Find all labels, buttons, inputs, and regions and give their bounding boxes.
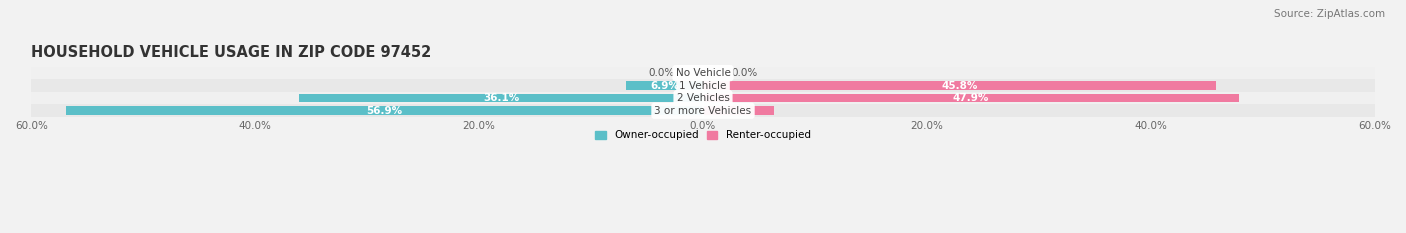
Text: 6.3%: 6.3% [724,106,752,116]
Text: 1 Vehicle: 1 Vehicle [679,81,727,91]
Text: 36.1%: 36.1% [482,93,519,103]
Text: HOUSEHOLD VEHICLE USAGE IN ZIP CODE 97452: HOUSEHOLD VEHICLE USAGE IN ZIP CODE 9745… [31,45,432,60]
Legend: Owner-occupied, Renter-occupied: Owner-occupied, Renter-occupied [595,130,811,140]
Text: 6.9%: 6.9% [650,81,679,91]
Bar [31,92,1375,104]
Bar [703,106,773,115]
Bar [299,94,703,103]
Text: 56.9%: 56.9% [367,106,402,116]
Text: No Vehicle: No Vehicle [675,68,731,78]
Bar [31,79,1375,92]
Bar [31,104,1375,117]
Text: 0.0%: 0.0% [648,68,675,78]
Text: 47.9%: 47.9% [953,93,990,103]
Text: 3 or more Vehicles: 3 or more Vehicles [654,106,752,116]
Text: 2 Vehicles: 2 Vehicles [676,93,730,103]
Bar [31,67,1375,79]
Bar [626,81,703,90]
Bar [703,81,1216,90]
Text: 0.0%: 0.0% [731,68,758,78]
Text: 45.8%: 45.8% [941,81,977,91]
Text: Source: ZipAtlas.com: Source: ZipAtlas.com [1274,9,1385,19]
Bar [703,94,1239,103]
Bar [66,106,703,115]
